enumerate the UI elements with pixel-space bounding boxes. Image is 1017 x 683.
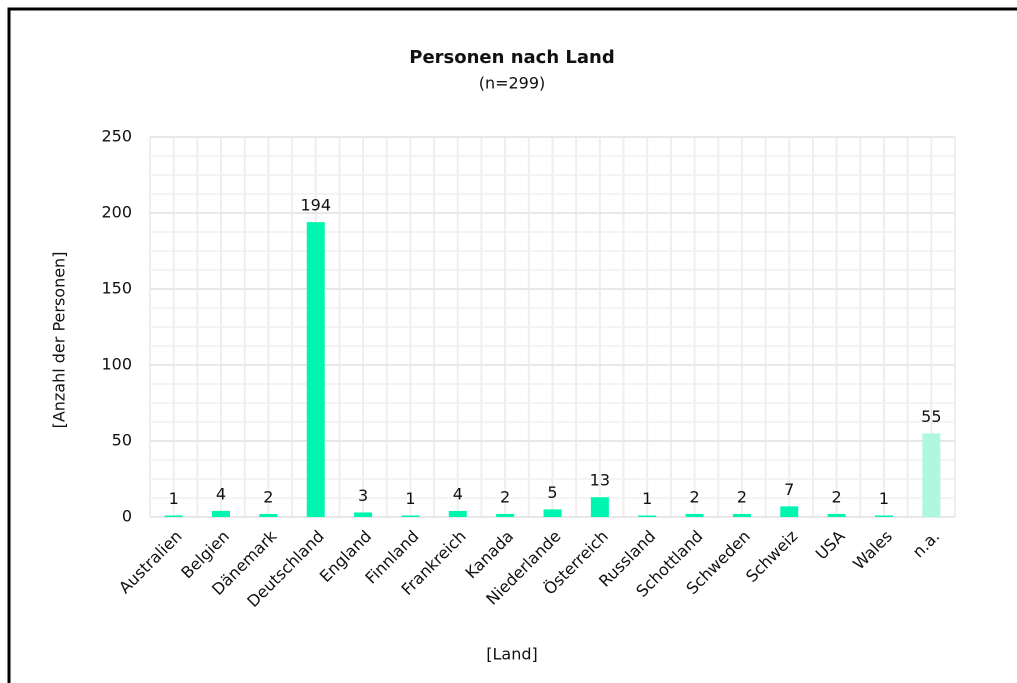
bar (543, 509, 562, 517)
x-tick-label: Schweiz (742, 527, 801, 586)
y-tick-label: 200 (101, 203, 132, 222)
value-label: 1 (879, 489, 889, 508)
value-label: 1 (642, 489, 652, 508)
bar (259, 513, 278, 517)
y-tick-label: 150 (101, 279, 132, 298)
x-tick-label: USA (812, 527, 849, 564)
value-label: 2 (737, 487, 747, 506)
bar (685, 513, 704, 517)
value-label: 2 (689, 487, 699, 506)
chart-title: Personen nach Land (409, 47, 615, 68)
bar (638, 515, 657, 517)
bar (827, 513, 846, 517)
value-label: 1 (169, 489, 179, 508)
x-tick-label: Australien (115, 527, 186, 598)
value-label: 4 (453, 484, 463, 503)
bar (401, 515, 420, 517)
frame (7, 7, 1017, 683)
y-tick-label: 100 (101, 355, 132, 374)
y-tick-label: 250 (101, 127, 132, 146)
bar (874, 515, 893, 517)
bar (164, 515, 183, 517)
value-label: 5 (547, 483, 557, 502)
bar (354, 512, 373, 517)
y-tick-label: 0 (122, 507, 132, 526)
bar (448, 510, 467, 517)
value-label: 2 (263, 487, 273, 506)
value-label: 4 (216, 484, 226, 503)
bar (212, 510, 231, 517)
bar (780, 506, 799, 517)
x-tick-label: n.a. (909, 527, 944, 562)
bar (922, 433, 941, 517)
bar (732, 513, 751, 517)
value-label: 55 (921, 407, 941, 426)
value-label: 2 (832, 487, 842, 506)
value-label: 13 (590, 471, 610, 490)
chart-subtitle: (n=299) (479, 74, 546, 93)
bar (306, 222, 325, 517)
y-tick-label: 50 (112, 431, 132, 450)
value-label: 194 (300, 196, 331, 215)
value-label: 3 (358, 486, 368, 505)
x-tick-label: Wales (849, 527, 896, 574)
y-axis-label: [Anzahl der Personen] (50, 252, 69, 429)
value-label: 1 (405, 489, 415, 508)
x-axis-label: [Land] (486, 645, 538, 664)
bar (496, 513, 515, 517)
value-label: 7 (784, 480, 794, 499)
value-label: 2 (500, 487, 510, 506)
bar (590, 497, 609, 517)
